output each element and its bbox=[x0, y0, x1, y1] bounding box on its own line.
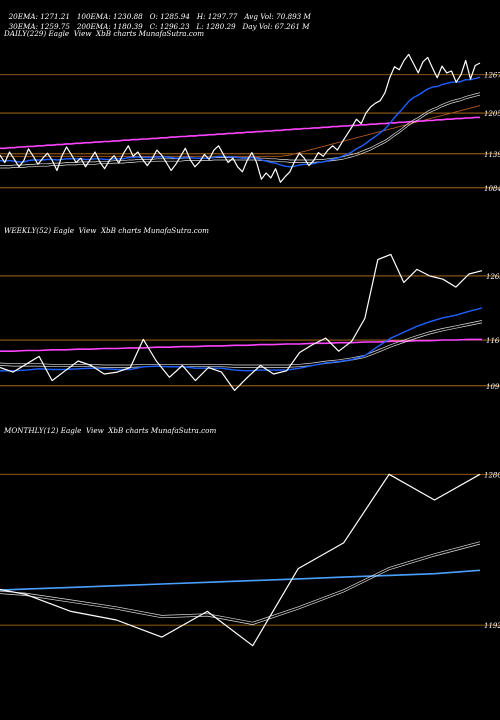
daily-series-ema_slow bbox=[0, 105, 481, 157]
hdr-close: C: 1296.23 bbox=[149, 22, 190, 31]
weekly-series-ema_mid bbox=[0, 320, 483, 366]
daily-series-ema_long bbox=[0, 116, 480, 150]
hdr-100ema: 100EMA: 1230.88 bbox=[76, 12, 143, 21]
monthly-panel-label: MONTHLY(12) Eagle View XbB charts Munafa… bbox=[4, 426, 217, 435]
daily-series-price bbox=[0, 53, 481, 183]
daily-y-tick-label: 1205 bbox=[484, 110, 500, 118]
daily-y-tick-label: 1084 bbox=[484, 185, 500, 193]
weekly-series-price bbox=[0, 253, 483, 391]
monthly-series-ema_long bbox=[0, 569, 481, 591]
daily-series-ema_mid bbox=[0, 94, 481, 169]
weekly-y-tick-label: 1097 bbox=[486, 383, 500, 391]
hdr-20ema: 20EMA: 1271.21 bbox=[8, 12, 70, 21]
daily-panel-label: DAILY(229) Eagle View XbB charts MunafaS… bbox=[4, 29, 205, 38]
hdr-day-vol: Day Vol: 67.261 M bbox=[242, 22, 310, 31]
hdr-open: O: 1285.94 bbox=[149, 12, 190, 21]
weekly-panel-label: WEEKLY(52) Eagle View XbB charts MunafaS… bbox=[4, 226, 209, 235]
hdr-200ema: 200EMA: 1180.39 bbox=[76, 22, 143, 31]
monthly-series-ema_mid bbox=[0, 543, 481, 625]
weekly-series-ema_mid bbox=[0, 322, 483, 368]
hdr-low: L: 1280.29 bbox=[196, 22, 236, 31]
hdr-avg-vol: Avg Vol: 70.893 M bbox=[244, 12, 311, 21]
header-line-2: 30EMA: 1259.75 200EMA: 1180.39 C: 1296.2… bbox=[4, 13, 310, 31]
monthly-y-tick-label: 1280 bbox=[484, 471, 500, 479]
daily-panel: 1267 1205 1139 1084 bbox=[0, 53, 500, 193]
weekly-series-ema_fast bbox=[0, 307, 483, 372]
weekly-y-tick-label: 1167 bbox=[486, 337, 500, 345]
hdr-30ema: 30EMA: 1259.75 bbox=[8, 22, 70, 31]
weekly-y-tick-label: 1265 bbox=[486, 273, 500, 281]
daily-y-tick-label: 1267 bbox=[484, 72, 500, 80]
daily-y-tick-label: 1139 bbox=[484, 151, 500, 159]
monthly-panel: 1280 1192 bbox=[0, 471, 500, 647]
hdr-high: H: 1297.77 bbox=[196, 12, 238, 21]
header-line-1: 20EMA: 1271.21 100EMA: 1230.88 O: 1285.9… bbox=[4, 3, 311, 21]
weekly-panel: 1265 1167 1097 bbox=[0, 253, 500, 391]
monthly-series-price bbox=[0, 473, 481, 647]
weekly-series-ema_long bbox=[0, 338, 482, 353]
monthly-series-ema_mid bbox=[0, 541, 481, 623]
monthly-y-tick-label: 1192 bbox=[484, 622, 500, 630]
